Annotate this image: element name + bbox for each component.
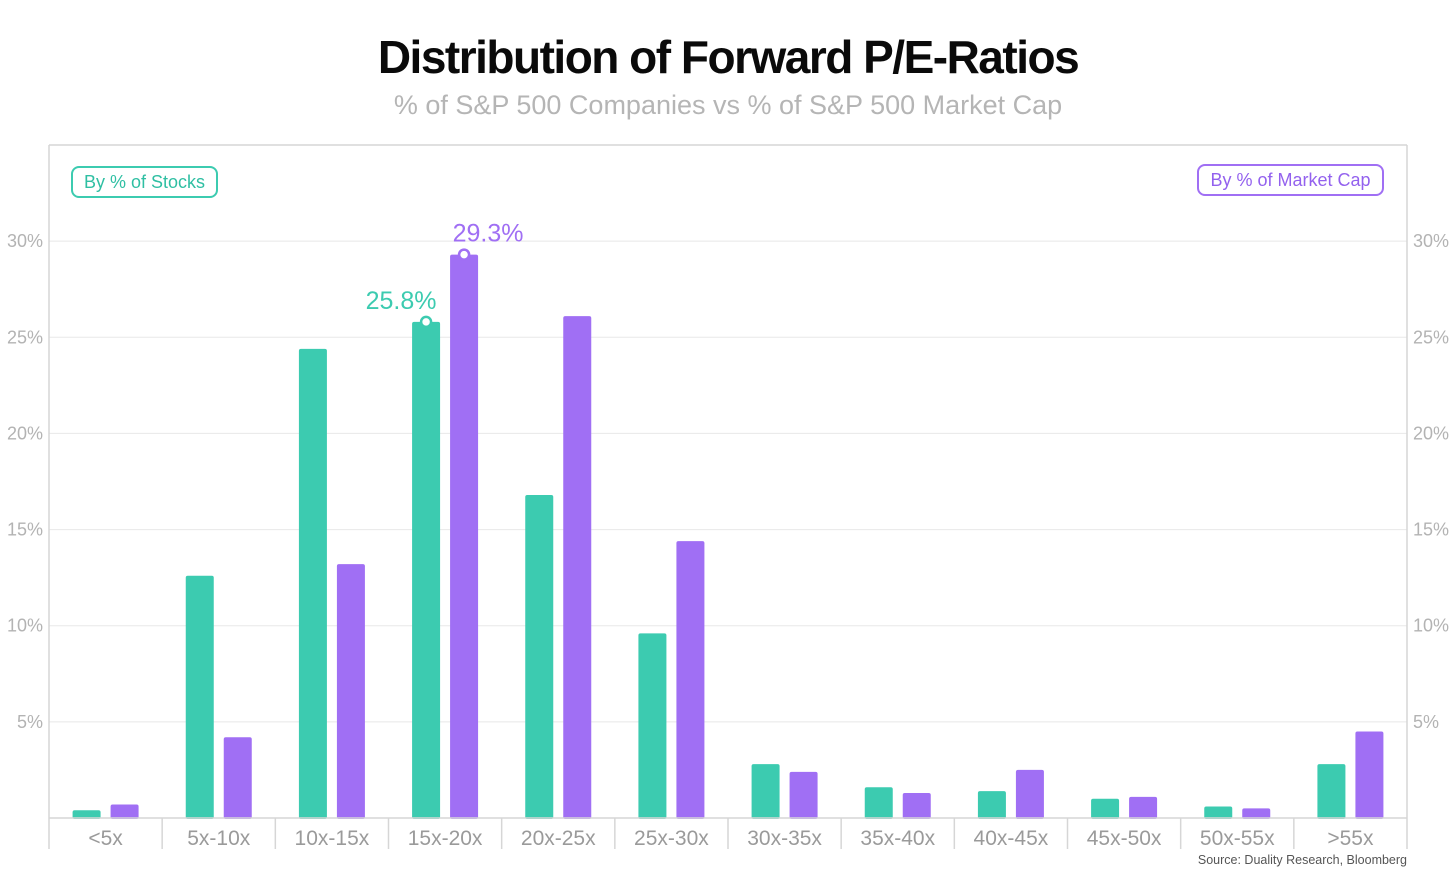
legend-market-cap-box bbox=[1197, 164, 1384, 196]
bar-stocks-30x-35x bbox=[751, 764, 780, 819]
peak-marker bbox=[457, 248, 471, 261]
bar-market-cap-10x-15x bbox=[336, 564, 365, 819]
bar-stocks->55x bbox=[1317, 764, 1346, 819]
x-tick-label: 15x-20x bbox=[408, 827, 483, 850]
bar-market-cap-20x-25x bbox=[563, 316, 592, 819]
peak-label: 29.3% bbox=[453, 220, 524, 248]
bar-market-cap-40x-45x bbox=[1015, 769, 1044, 819]
plot-frame bbox=[48, 144, 1408, 849]
bar-market-cap-<5x bbox=[110, 804, 139, 819]
bar-stocks-<5x bbox=[72, 810, 101, 819]
y-tick-label-right: 30% bbox=[1413, 231, 1449, 251]
y-tick-label-left: 15% bbox=[7, 520, 43, 540]
legend-stocks-label: By % of Stocks bbox=[84, 172, 205, 192]
bar-stocks-25x-30x bbox=[638, 633, 667, 819]
legend-market-cap: By % of Market Cap bbox=[1197, 164, 1384, 196]
bar-stocks-10x-15x bbox=[298, 348, 327, 819]
x-tick-label: 20x-25x bbox=[521, 827, 596, 850]
x-tick-label: 30x-35x bbox=[747, 827, 822, 850]
y-tick-label-left: 10% bbox=[7, 616, 43, 636]
bar-stocks-50x-55x bbox=[1204, 806, 1233, 819]
bar-market-cap-30x-35x bbox=[789, 771, 818, 819]
legend-stocks: By % of Stocks bbox=[71, 166, 218, 198]
bar-market-cap-35x-40x bbox=[902, 793, 931, 819]
bar-market-cap-50x-55x bbox=[1242, 808, 1271, 819]
x-tick-label: 10x-15x bbox=[295, 827, 370, 850]
y-tick-label-right: 20% bbox=[1413, 423, 1449, 443]
bar-stocks-35x-40x bbox=[864, 787, 893, 819]
x-tick-label: <5x bbox=[88, 827, 123, 850]
y-tick-label-left: 25% bbox=[7, 327, 43, 347]
x-tick-label: >55x bbox=[1327, 827, 1374, 850]
bar-stocks-15x-20x bbox=[412, 321, 441, 819]
y-tick-label-right: 5% bbox=[1413, 712, 1439, 732]
bar-stocks-20x-25x bbox=[525, 494, 554, 819]
x-tick-label: 35x-40x bbox=[860, 827, 935, 850]
bar-market-cap-5x-10x bbox=[223, 737, 252, 819]
x-tick-label: 45x-50x bbox=[1087, 827, 1162, 850]
bar-market-cap-45x-50x bbox=[1129, 796, 1158, 819]
y-tick-label-left: 30% bbox=[7, 231, 43, 251]
x-tick-label: 25x-30x bbox=[634, 827, 709, 850]
bar-market-cap-25x-30x bbox=[676, 541, 705, 819]
axis-ticks: 5% 5% 10% 10% 15% 15% 20% 20% 25% 25% 30% 30% <5x 5x-… bbox=[7, 231, 1449, 850]
x-tick-label: 50x-55x bbox=[1200, 827, 1275, 850]
bar-stocks-45x-50x bbox=[1091, 798, 1120, 819]
y-tick-label-right: 10% bbox=[1413, 616, 1449, 636]
y-tick-label-left: 20% bbox=[7, 423, 43, 443]
x-tick-label: 40x-45x bbox=[974, 827, 1049, 850]
bar-market-cap-15x-20x bbox=[450, 254, 479, 820]
legend-stocks-box bbox=[71, 166, 218, 198]
y-tick-label-right: 15% bbox=[1413, 520, 1449, 540]
y-tick-label-left: 5% bbox=[17, 712, 43, 732]
bar-market-cap->55x bbox=[1355, 731, 1384, 819]
source-note: Source: Duality Research, Bloomberg bbox=[1197, 853, 1407, 867]
annotations: 25.8% 29.3% bbox=[366, 220, 524, 329]
bar-stocks-5x-10x bbox=[185, 575, 214, 819]
chart-subtitle: % of S&P 500 Companies vs % of S&P 500 M… bbox=[393, 90, 1063, 120]
peak-marker bbox=[419, 315, 433, 329]
x-tick-label: 5x-10x bbox=[187, 827, 251, 850]
y-tick-label-right: 25% bbox=[1413, 327, 1449, 347]
bars bbox=[72, 254, 1384, 820]
chart-title: Distribution of Forward P/E-Ratios bbox=[377, 31, 1080, 83]
gridlines bbox=[49, 240, 1407, 723]
peak-label: 25.8% bbox=[366, 287, 437, 315]
bar-stocks-40x-45x bbox=[977, 791, 1006, 819]
legend-market-cap-label: By % of Market Cap bbox=[1210, 170, 1370, 190]
